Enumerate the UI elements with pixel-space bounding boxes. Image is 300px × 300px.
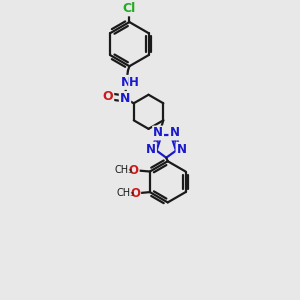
Text: CH₃: CH₃ — [116, 188, 134, 198]
Text: O: O — [103, 90, 113, 103]
Text: O: O — [129, 164, 139, 177]
Text: O: O — [130, 187, 140, 200]
Text: N: N — [120, 76, 131, 89]
Text: CH₃: CH₃ — [114, 165, 133, 175]
Text: N: N — [146, 143, 156, 156]
Text: N: N — [169, 127, 179, 140]
Text: N: N — [153, 127, 163, 140]
Text: N: N — [120, 92, 130, 105]
Text: H: H — [129, 76, 139, 89]
Text: Cl: Cl — [123, 2, 136, 15]
Text: N: N — [176, 143, 187, 156]
